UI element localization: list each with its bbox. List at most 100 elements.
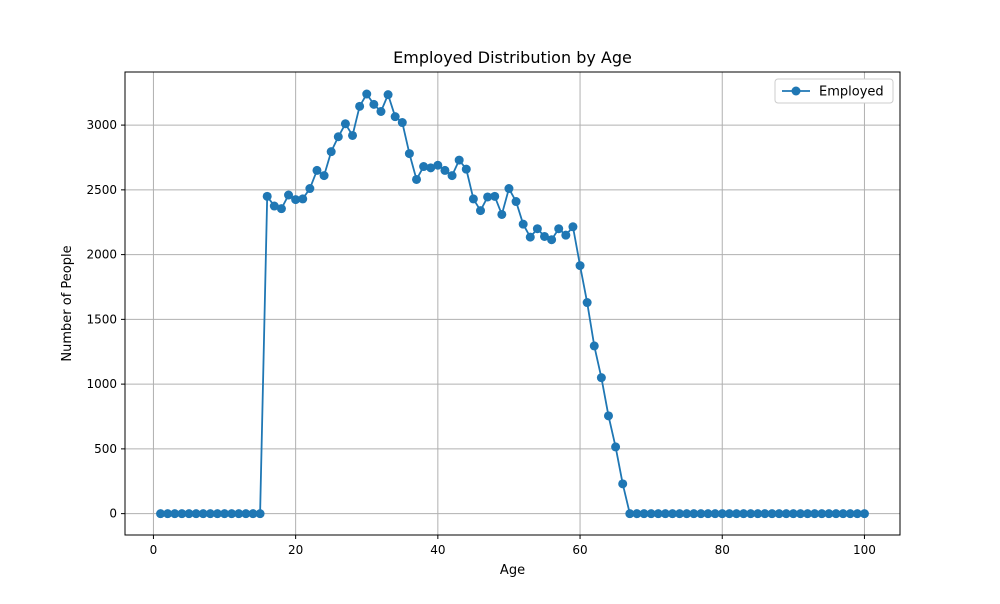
- data-point: [845, 509, 855, 519]
- series-layer: [156, 89, 869, 519]
- data-point: [291, 195, 301, 205]
- data-point: [404, 149, 414, 159]
- data-point: [696, 509, 706, 519]
- data-point: [646, 509, 656, 519]
- data-point: [739, 509, 749, 519]
- data-point: [262, 191, 272, 201]
- data-point: [220, 509, 230, 519]
- legend: Employed: [774, 78, 894, 104]
- data-point: [838, 509, 848, 519]
- data-point: [767, 509, 777, 519]
- data-point: [163, 509, 173, 519]
- data-point: [589, 341, 599, 351]
- plot-area-frame: [124, 71, 901, 536]
- data-point: [348, 130, 358, 140]
- data-point: [447, 171, 457, 181]
- data-point: [781, 509, 791, 519]
- data-point: [319, 171, 329, 181]
- data-point: [433, 160, 443, 170]
- data-point: [682, 509, 692, 519]
- y-tick-label: 2500: [86, 183, 117, 197]
- data-point: [212, 509, 222, 519]
- data-point: [412, 174, 422, 184]
- data-point: [803, 509, 813, 519]
- data-point: [184, 509, 194, 519]
- x-tick-label: 100: [853, 543, 876, 557]
- data-point: [312, 165, 322, 175]
- data-point: [554, 224, 564, 234]
- data-point: [369, 99, 379, 109]
- x-tick-label: 40: [430, 543, 445, 557]
- data-point: [852, 509, 862, 519]
- data-point: [746, 509, 756, 519]
- data-point: [340, 119, 350, 129]
- data-point: [547, 235, 557, 245]
- data-point: [810, 509, 820, 519]
- data-point: [191, 509, 201, 519]
- data-point: [703, 509, 713, 519]
- data-point: [227, 509, 237, 519]
- data-point: [717, 509, 727, 519]
- x-tick-label: 60: [572, 543, 587, 557]
- data-point: [653, 509, 663, 519]
- data-point: [795, 509, 805, 519]
- data-point: [774, 509, 784, 519]
- y-tick-label: 3000: [86, 118, 117, 132]
- chart-title: Employed Distribution by Age: [393, 48, 632, 67]
- data-point: [532, 224, 542, 234]
- data-point: [724, 509, 734, 519]
- y-tick-label: 1000: [86, 377, 117, 391]
- data-point: [241, 509, 251, 519]
- data-point: [618, 479, 628, 489]
- data-point: [859, 509, 869, 519]
- y-tick-label: 2000: [86, 248, 117, 262]
- data-point: [611, 442, 621, 452]
- data-point: [170, 509, 180, 519]
- data-point: [269, 201, 279, 211]
- data-point: [603, 411, 613, 421]
- data-point: [205, 509, 215, 519]
- data-point: [675, 509, 685, 519]
- legend-box: [774, 78, 894, 104]
- data-point: [824, 509, 834, 519]
- data-point: [788, 509, 798, 519]
- y-tick-label: 1500: [86, 312, 117, 326]
- data-point: [355, 101, 365, 111]
- data-point: [390, 112, 400, 122]
- data-point: [284, 190, 294, 200]
- y-axis-label: Number of People: [60, 245, 75, 361]
- data-point: [632, 509, 642, 519]
- data-point: [497, 209, 507, 219]
- data-point: [362, 89, 372, 99]
- data-point: [454, 155, 464, 165]
- data-point: [483, 192, 493, 202]
- data-point: [156, 509, 166, 519]
- data-point: [326, 147, 336, 157]
- data-point: [561, 230, 571, 240]
- data-point: [426, 163, 436, 173]
- data-point: [461, 164, 471, 174]
- data-point: [760, 509, 770, 519]
- data-point: [376, 107, 386, 117]
- data-point: [468, 194, 478, 204]
- data-point: [831, 509, 841, 519]
- data-point: [511, 197, 521, 207]
- data-point: [419, 162, 429, 172]
- data-point: [476, 206, 486, 216]
- data-point: [625, 509, 635, 519]
- data-point: [198, 509, 208, 519]
- data-point: [298, 194, 308, 204]
- data-point: [255, 509, 265, 519]
- x-tick-label: 80: [715, 543, 730, 557]
- y-tick-label: 0: [109, 507, 117, 521]
- data-point: [596, 373, 606, 383]
- data-point: [397, 118, 407, 128]
- data-point: [525, 232, 535, 242]
- data-point: [817, 509, 827, 519]
- data-point: [667, 509, 677, 519]
- data-point: [660, 509, 670, 519]
- data-point: [234, 509, 244, 519]
